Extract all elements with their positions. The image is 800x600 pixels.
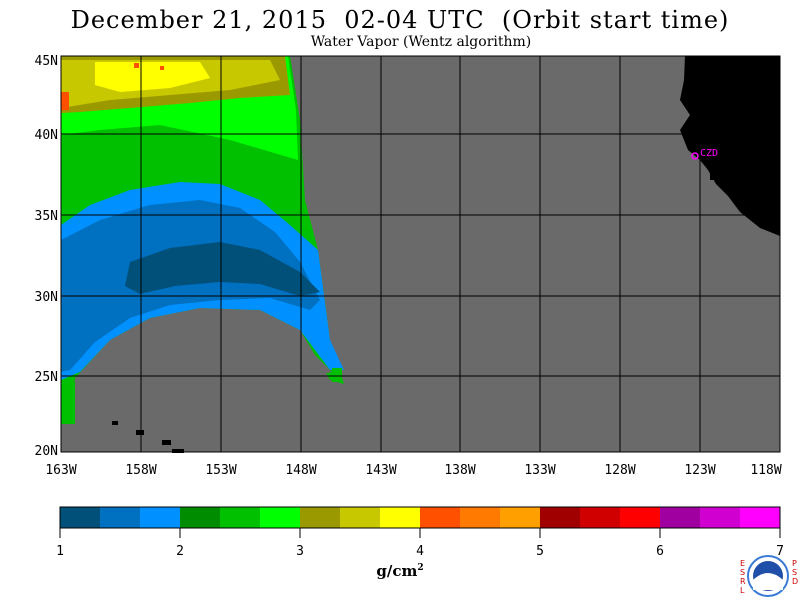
- longitude-label: 163W: [45, 463, 76, 478]
- colorbar-swatch: [100, 507, 141, 528]
- colorbar-swatch: [220, 507, 261, 528]
- latitude-label: 45N: [35, 54, 58, 69]
- land-fragment: [710, 172, 720, 180]
- latitude-label: 40N: [35, 128, 58, 143]
- longitude-label: 133W: [524, 463, 555, 478]
- colorbar-swatch: [540, 507, 581, 528]
- colorbar-tick-label: 6: [656, 544, 664, 559]
- map-frame: [60, 55, 781, 453]
- longitude-label: 123W: [684, 463, 715, 478]
- latitude-labels: 45N 40N 35N 30N 25N 20N: [35, 54, 58, 459]
- latitude-label: 20N: [35, 444, 58, 459]
- grid-lines: [61, 56, 780, 452]
- coastline-land: [680, 56, 780, 236]
- longitude-labels: 163W 158W 153W 148W 143W 138W 133W 128W 123W 118W: [45, 463, 781, 478]
- colorbar-swatch: [60, 507, 101, 528]
- colorbar-tick-label: 3: [296, 544, 304, 559]
- colorbar-swatch: [380, 507, 421, 528]
- latitude-label: 30N: [35, 290, 58, 305]
- map-title: December 21, 2015 02-04 UTC (Orbit start…: [70, 6, 730, 34]
- colorbar-swatch: [740, 507, 781, 528]
- water-vapor-swath: [61, 56, 344, 452]
- colorbar-swatch: [580, 507, 621, 528]
- colorbar-swatch: [700, 507, 741, 528]
- longitude-label: 138W: [444, 463, 475, 478]
- colorbar-tick-label: 7: [776, 544, 784, 559]
- latitude-label: 35N: [35, 209, 58, 224]
- colorbar-ticks: 1 2 3 4 5 6 7: [56, 528, 784, 559]
- map-subtitle: Water Vapor (Wentz algorithm): [310, 34, 532, 50]
- colorbar-tick-label: 1: [56, 544, 64, 559]
- longitude-label: 148W: [285, 463, 316, 478]
- longitude-label: 158W: [125, 463, 156, 478]
- longitude-label: 118W: [750, 463, 781, 478]
- colorbar-tick-label: 4: [416, 544, 424, 559]
- colorbar-swatch: [660, 507, 701, 528]
- colorbar-swatch: [140, 507, 181, 528]
- station-marker: CZD: [691, 148, 718, 160]
- colorbar-swatch: [180, 507, 221, 528]
- latitude-label: 25N: [35, 370, 58, 385]
- colorbar-swatch: [260, 507, 301, 528]
- colorbar: [59, 506, 781, 529]
- colorbar-swatch: [500, 507, 541, 528]
- colorbar-swatch: [340, 507, 381, 528]
- colorbar-swatch: [460, 507, 501, 528]
- colorbar-swatch: [300, 507, 341, 528]
- longitude-label: 128W: [604, 463, 635, 478]
- colorbar-swatch: [620, 507, 661, 528]
- colorbar-unit: g/cm2: [376, 562, 424, 580]
- colorbar-swatch: [420, 507, 461, 528]
- longitude-label: 153W: [205, 463, 236, 478]
- longitude-label: 143W: [365, 463, 396, 478]
- map-panel: CZD: [60, 55, 781, 453]
- hawaii-islands: [112, 421, 184, 453]
- colorbar-tick-label: 5: [536, 544, 544, 559]
- station-label: CZD: [700, 148, 718, 159]
- colorbar-tick-label: 2: [176, 544, 184, 559]
